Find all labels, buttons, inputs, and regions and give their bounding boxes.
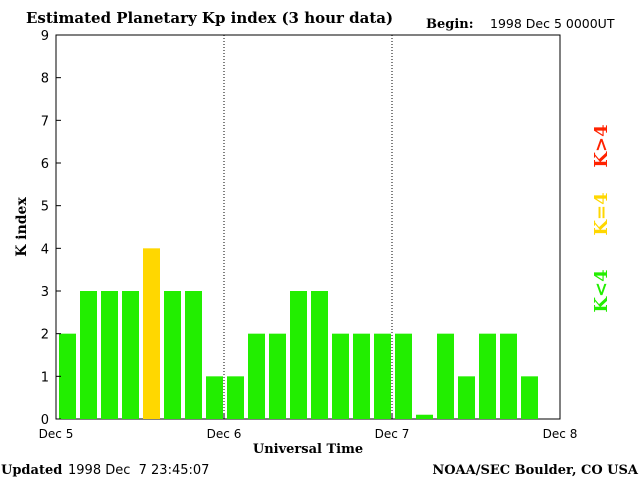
kp-bar bbox=[437, 333, 454, 419]
kp-bar bbox=[59, 333, 76, 419]
updated-label: Updated bbox=[1, 463, 62, 478]
legend: K>4 K=4 K<4 bbox=[591, 124, 612, 312]
kp-bar bbox=[185, 291, 202, 419]
y-axis: 0 1 2 3 4 5 6 7 8 9 bbox=[41, 29, 61, 428]
legend-item: K>4 bbox=[591, 124, 612, 167]
source-credit: NOAA/SEC Boulder, CO USA bbox=[432, 463, 639, 478]
y-tick-label: 8 bbox=[41, 72, 49, 87]
y-tick-label: 1 bbox=[41, 370, 49, 385]
kp-bar bbox=[479, 333, 496, 419]
y-axis-label: K index bbox=[14, 197, 30, 257]
y-tick-label: 3 bbox=[41, 285, 49, 300]
x-axis: Dec 5 Dec 6 Dec 7 Dec 8 bbox=[39, 413, 578, 441]
y-tick-label: 2 bbox=[41, 328, 49, 343]
legend-item: K=4 bbox=[591, 192, 612, 235]
kp-bar bbox=[458, 376, 475, 419]
y-tick-label: 4 bbox=[41, 242, 49, 257]
kp-bar bbox=[248, 333, 265, 419]
kp-bar bbox=[122, 291, 139, 419]
x-tick-label: Dec 6 bbox=[207, 427, 242, 441]
kp-bar bbox=[143, 248, 160, 419]
kp-bar bbox=[500, 333, 517, 419]
day-gridlines bbox=[223, 35, 393, 419]
kp-bar bbox=[227, 376, 244, 419]
x-tick-label: Dec 8 bbox=[543, 427, 578, 441]
kp-bars bbox=[59, 248, 538, 419]
updated-value: 1998 Dec 7 23:45:07 bbox=[68, 463, 209, 478]
y-tick-label: 5 bbox=[41, 200, 49, 215]
kp-bar bbox=[311, 291, 328, 419]
x-tick-label: Dec 5 bbox=[39, 427, 74, 441]
kp-bar bbox=[416, 414, 433, 419]
chart-title: Estimated Planetary Kp index (3 hour dat… bbox=[26, 9, 393, 27]
kp-bar bbox=[395, 333, 412, 419]
kp-bar bbox=[521, 376, 538, 419]
begin-value: 1998 Dec 5 0000UT bbox=[490, 16, 615, 31]
plot-area bbox=[55, 34, 561, 420]
y-tick-label: 9 bbox=[41, 29, 49, 44]
kp-bar bbox=[290, 291, 307, 419]
kp-bar bbox=[80, 291, 97, 419]
y-tick-label: 7 bbox=[41, 114, 49, 129]
kp-bar bbox=[374, 333, 391, 419]
kp-bar bbox=[269, 333, 286, 419]
x-tick-label: Dec 7 bbox=[375, 427, 410, 441]
begin-label: Begin: bbox=[426, 17, 474, 32]
x-axis-label: Universal Time bbox=[253, 442, 363, 457]
y-tick-label: 6 bbox=[41, 157, 49, 172]
kp-bar bbox=[101, 291, 118, 419]
kp-bar bbox=[353, 333, 370, 419]
kp-bar bbox=[164, 291, 181, 419]
legend-item: K<4 bbox=[591, 269, 612, 312]
y-tick-label: 0 bbox=[41, 413, 49, 428]
kp-bar bbox=[332, 333, 349, 419]
kp-bar bbox=[206, 376, 223, 419]
